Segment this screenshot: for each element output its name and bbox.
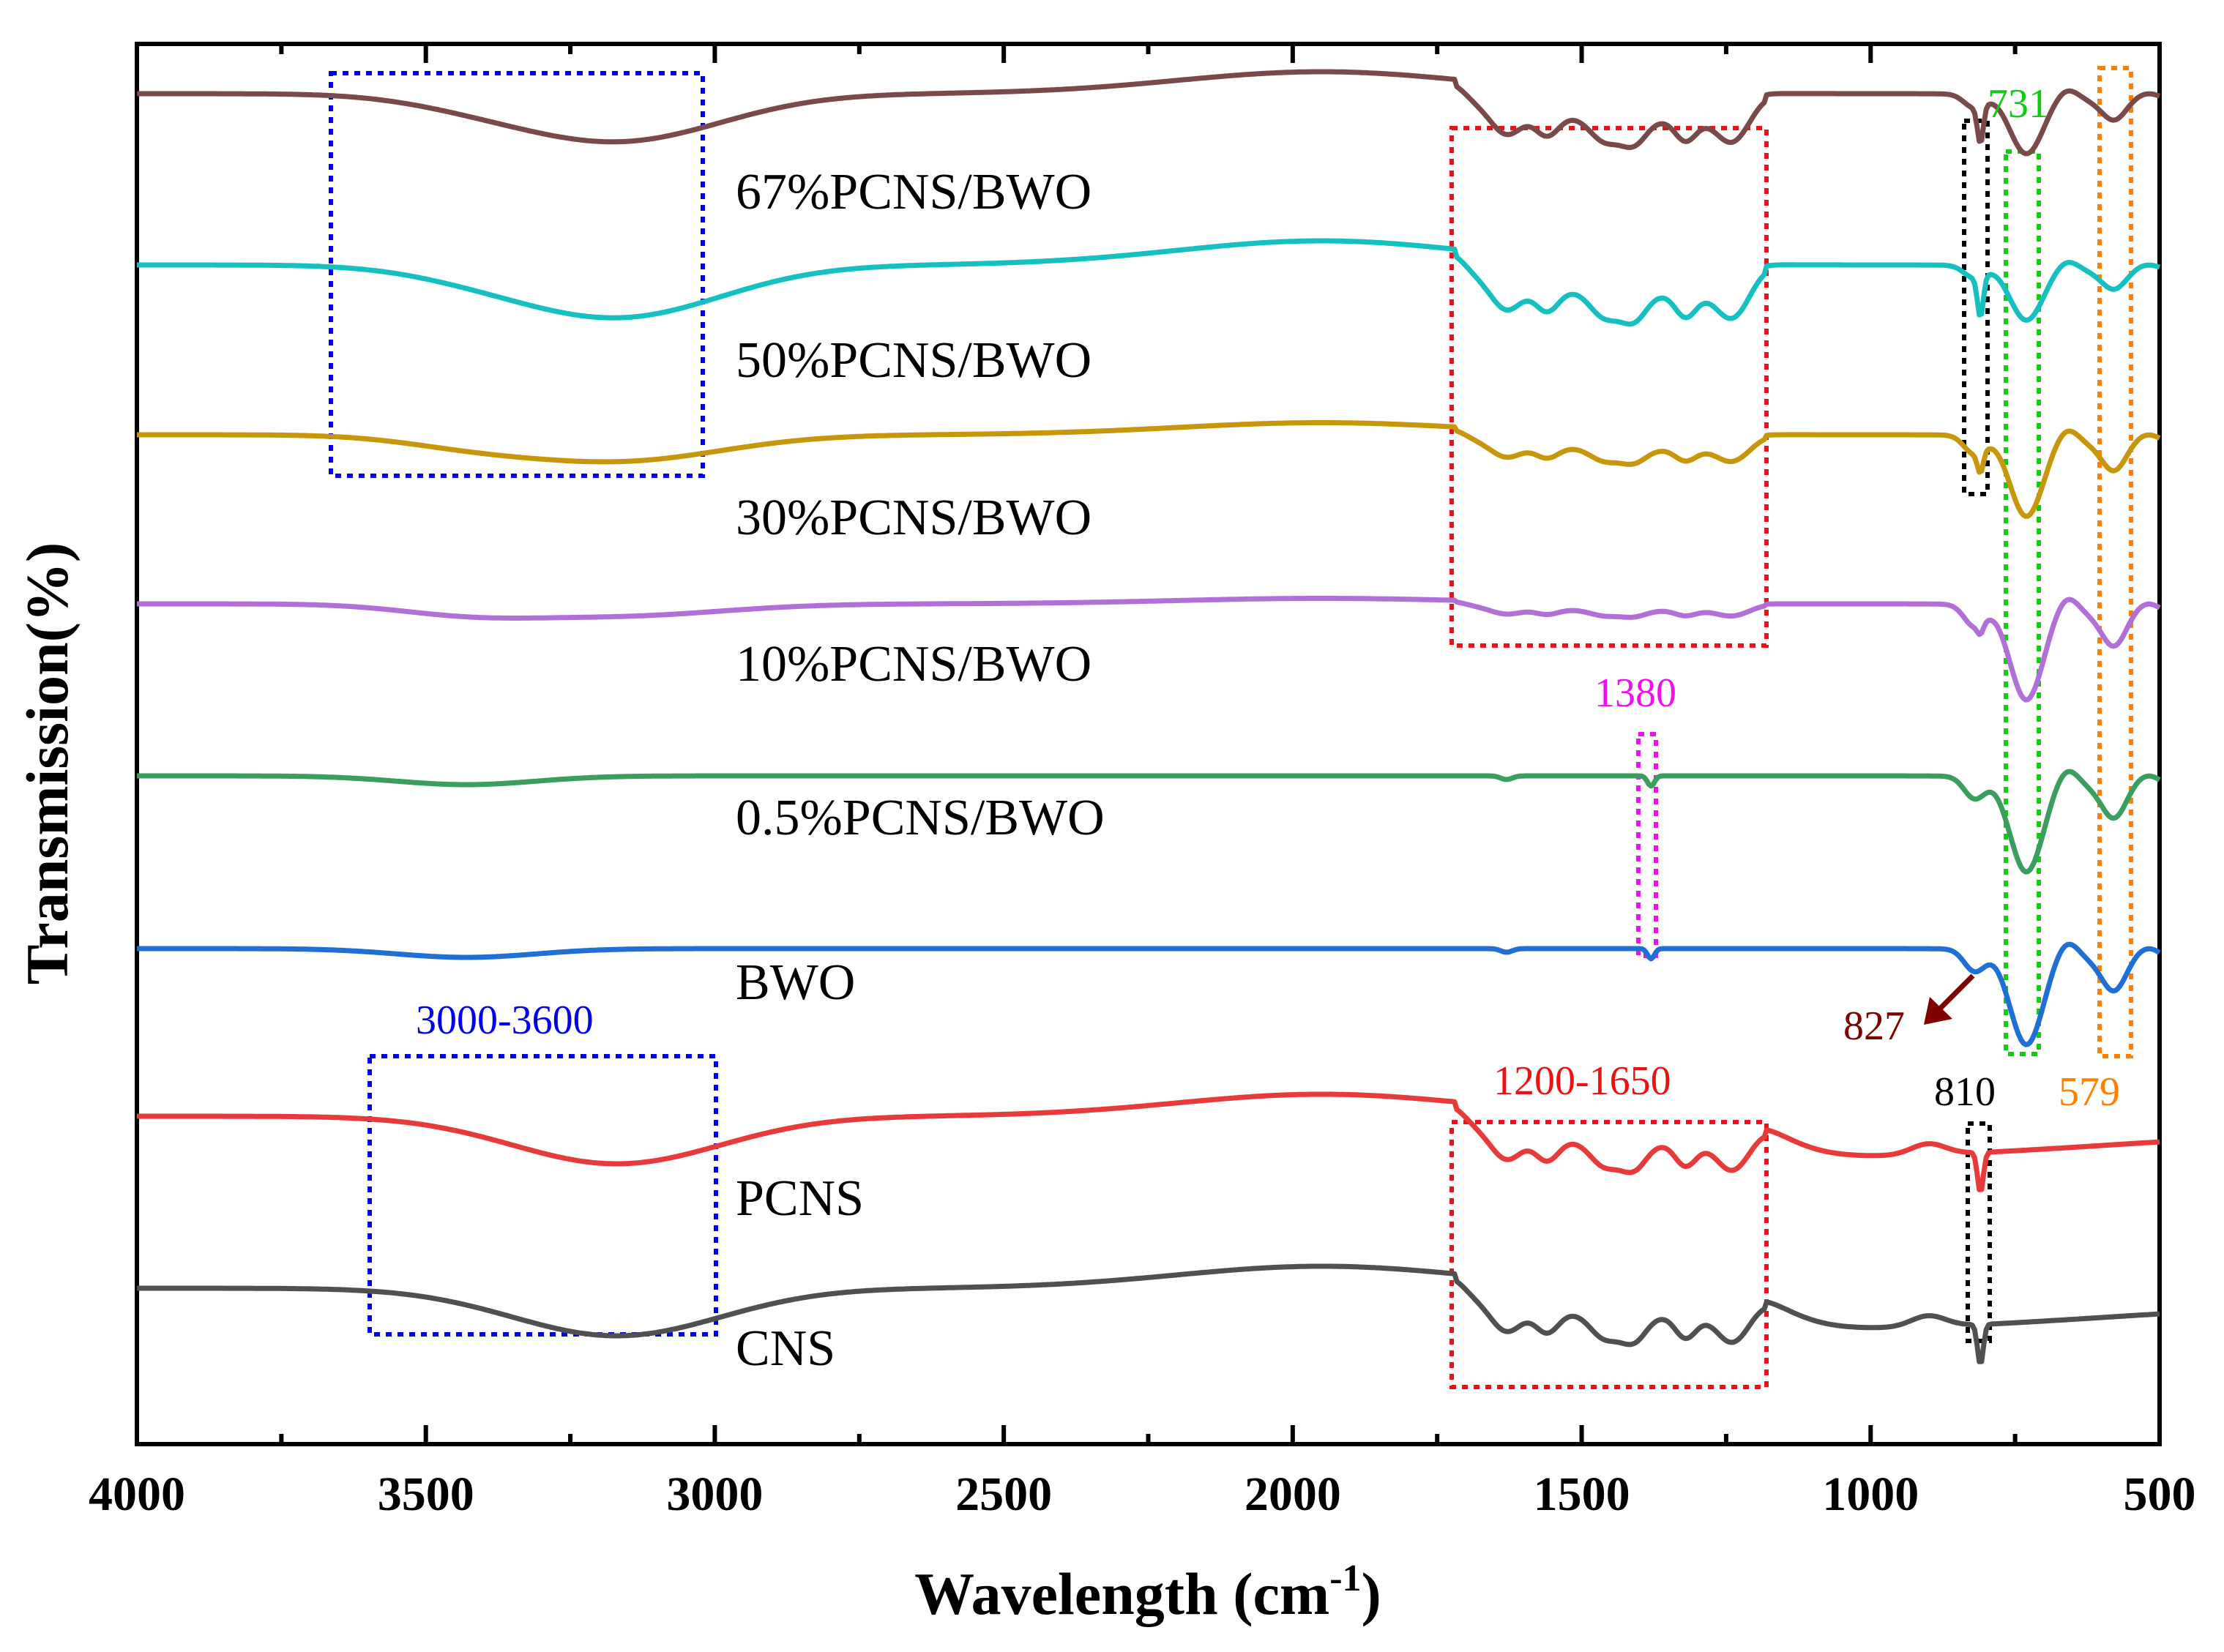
series-line-CNS	[136, 1263, 2160, 1364]
series-line-67%PCNS/BWO	[136, 69, 2161, 157]
x-tick-label: 2000	[1245, 1468, 1341, 1521]
x-tick-label: 1500	[1534, 1468, 1630, 1521]
series-line-30%PCNS/BWO	[136, 420, 2161, 519]
series-label-30: 30%PCNS/BWO	[736, 490, 1092, 546]
series-layer	[136, 69, 2161, 1364]
annotation-labels: 3000-3600 1200-1650 1380 731 579 810 827	[416, 81, 2120, 1115]
series-line-PCNS	[136, 1091, 2160, 1192]
x-tick-label: 3500	[378, 1468, 474, 1521]
arrow-827	[1924, 973, 1975, 1025]
box-1380	[1636, 732, 1658, 958]
box-cn-composites	[1449, 126, 1769, 648]
series-line-50%PCNS/BWO	[136, 238, 2161, 327]
label-1380: 1380	[1594, 670, 1676, 716]
series-label-05: 0.5%PCNS/BWO	[736, 790, 1105, 846]
label-731: 731	[1988, 81, 2049, 127]
box-cn-cn	[1449, 1120, 1769, 1389]
y-axis-title: Transmission(%)	[14, 542, 81, 984]
series-label-50: 50%PCNS/BWO	[736, 332, 1092, 389]
series-label-pcns: PCNS	[736, 1170, 864, 1227]
series-labels: 67%PCNS/BWO 50%PCNS/BWO 30%PCNS/BWO 10%P…	[736, 164, 1105, 1377]
label-579: 579	[2059, 1069, 2120, 1115]
label-827: 827	[1843, 1003, 1905, 1049]
series-line-0.5%PCNS/BWO	[136, 769, 2161, 875]
x-tick-label: 2500	[955, 1468, 1052, 1521]
series-line-BWO	[136, 941, 2161, 1047]
label-810: 810	[1934, 1069, 1996, 1115]
x-tick-label: 500	[2124, 1468, 2196, 1521]
box-oh-composites	[329, 71, 705, 478]
box-579	[2097, 66, 2133, 1058]
x-tick-label: 1000	[1822, 1468, 1919, 1521]
series-line-10%PCNS/BWO	[136, 596, 2161, 703]
series-label-bwo: BWO	[736, 954, 855, 1011]
series-label-67: 67%PCNS/BWO	[736, 164, 1092, 220]
series-label-cns: CNS	[736, 1320, 835, 1377]
x-axis-title: Wavelength (cm-1)	[914, 1558, 1381, 1627]
label-3000-3600: 3000-3600	[416, 998, 594, 1043]
x-tick-labels: 4000 3500 3000 2500 2000 1500 1000 500	[89, 1468, 2196, 1521]
label-1200-1650: 1200-1650	[1493, 1058, 1671, 1104]
x-tick-label: 3000	[666, 1468, 763, 1521]
series-label-10: 10%PCNS/BWO	[736, 636, 1092, 692]
x-tick-label: 4000	[89, 1468, 185, 1521]
box-731	[2004, 149, 2041, 1056]
ticks-layer	[135, 44, 2162, 1444]
box-oh-cn	[367, 1054, 718, 1337]
